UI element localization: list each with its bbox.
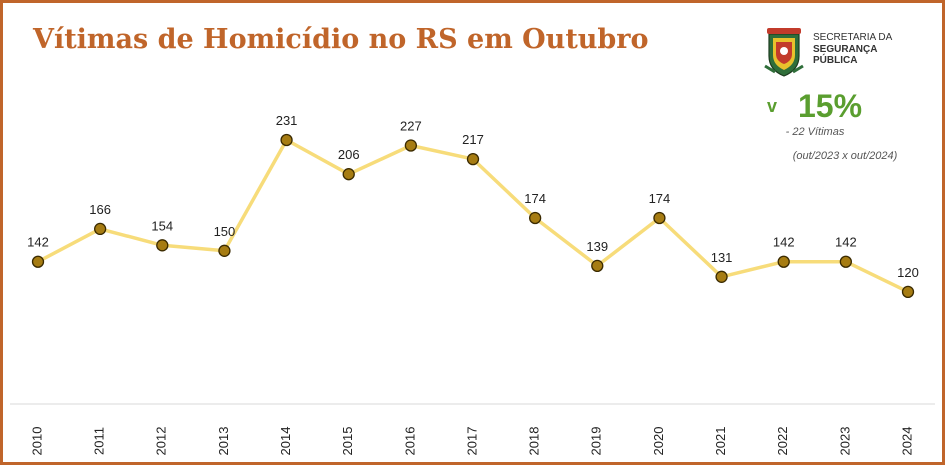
x-tick-2019: 2019 bbox=[589, 427, 604, 456]
brand-logo: SECRETARIA DA SEGURANÇA PÚBLICA bbox=[763, 26, 913, 78]
x-tick-2014: 2014 bbox=[278, 427, 293, 456]
data-point-2016 bbox=[404, 139, 418, 152]
x-tick-2022: 2022 bbox=[775, 427, 790, 456]
x-tick-2016: 2016 bbox=[402, 427, 417, 456]
x-tick-2021: 2021 bbox=[713, 427, 728, 456]
down-arrow-icon: v bbox=[767, 96, 778, 116]
data-point-2021 bbox=[715, 270, 728, 283]
data-label-2020: 174 bbox=[649, 191, 671, 206]
data-label-2021: 131 bbox=[711, 250, 733, 265]
data-label-2011: 166 bbox=[89, 202, 111, 217]
data-label-2016: 227 bbox=[400, 118, 422, 133]
chart-title: Vítimas de Homicídio no RS em Outubro bbox=[33, 24, 649, 55]
x-tick-2020: 2020 bbox=[651, 427, 666, 456]
data-label-2023: 142 bbox=[835, 235, 857, 250]
x-tick-2011: 2011 bbox=[92, 427, 107, 455]
kpi-change: v 15% bbox=[765, 88, 875, 128]
data-label-2015: 206 bbox=[338, 147, 360, 162]
x-tick-2010: 2010 bbox=[29, 427, 44, 456]
data-point-2015 bbox=[342, 168, 355, 181]
data-label-2013: 150 bbox=[214, 224, 236, 239]
data-label-2010: 142 bbox=[27, 235, 49, 250]
coat-of-arms-icon bbox=[764, 28, 804, 77]
data-point-2024 bbox=[901, 285, 915, 298]
x-tick-2024: 2024 bbox=[899, 427, 914, 456]
x-tick-2012: 2012 bbox=[154, 427, 169, 456]
brand-line-1: SECRETARIA DA bbox=[813, 32, 893, 43]
kpi-percent: 15% bbox=[798, 88, 863, 124]
data-point-2022 bbox=[777, 255, 790, 268]
data-label-2017: 217 bbox=[462, 132, 484, 147]
data-label-2012: 154 bbox=[151, 218, 173, 233]
data-point-2019 bbox=[591, 259, 604, 272]
brand-line-3: PÚBLICA bbox=[813, 55, 858, 66]
kpi-victims-delta: - 22 Vítimas bbox=[785, 126, 845, 138]
data-point-2017 bbox=[466, 152, 480, 166]
x-tick-2015: 2015 bbox=[340, 427, 355, 456]
data-label-2024: 120 bbox=[897, 265, 919, 280]
data-point-2010 bbox=[31, 255, 45, 268]
data-point-2023 bbox=[839, 255, 853, 268]
x-tick-2017: 2017 bbox=[464, 427, 479, 456]
kpi-period: (out/2023 x out/2024) bbox=[792, 150, 898, 162]
x-tick-2018: 2018 bbox=[527, 427, 542, 456]
data-label-2014: 231 bbox=[276, 113, 298, 128]
data-point-2014 bbox=[280, 133, 293, 147]
data-label-2018: 174 bbox=[524, 191, 546, 206]
brand-line-2: SEGURANÇA bbox=[813, 43, 878, 55]
data-point-2020 bbox=[653, 211, 666, 225]
data-label-2022: 142 bbox=[773, 235, 795, 250]
data-point-2012 bbox=[156, 239, 169, 252]
x-tick-2023: 2023 bbox=[837, 427, 852, 456]
data-point-2011 bbox=[93, 222, 107, 236]
x-tick-2013: 2013 bbox=[216, 427, 231, 456]
data-label-2019: 139 bbox=[586, 239, 608, 254]
data-point-2013 bbox=[218, 244, 231, 257]
data-point-2018 bbox=[528, 211, 542, 225]
